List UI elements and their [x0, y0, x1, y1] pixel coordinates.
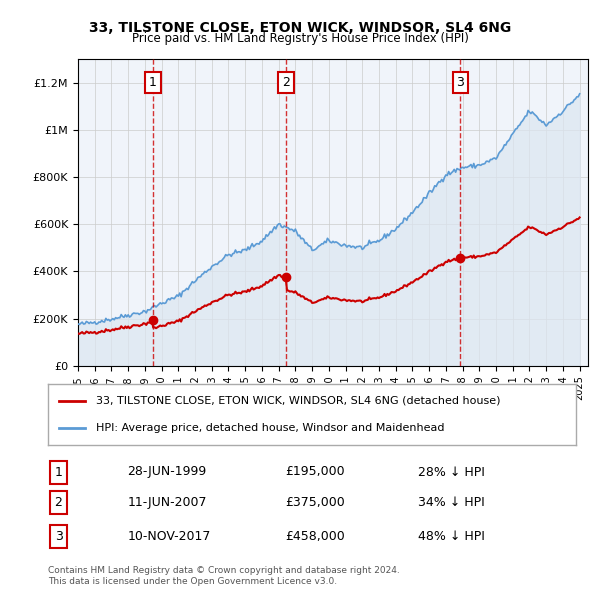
- Text: 34% ↓ HPI: 34% ↓ HPI: [418, 496, 484, 510]
- Text: 3: 3: [55, 529, 62, 543]
- Text: £375,000: £375,000: [286, 496, 346, 510]
- Text: 33, TILSTONE CLOSE, ETON WICK, WINDSOR, SL4 6NG: 33, TILSTONE CLOSE, ETON WICK, WINDSOR, …: [89, 21, 511, 35]
- Text: 10-NOV-2017: 10-NOV-2017: [127, 529, 211, 543]
- Text: 1: 1: [55, 466, 62, 478]
- Text: 2: 2: [282, 76, 290, 89]
- Text: 28-JUN-1999: 28-JUN-1999: [127, 466, 206, 478]
- Text: £458,000: £458,000: [286, 529, 346, 543]
- Text: £195,000: £195,000: [286, 466, 345, 478]
- Text: 2: 2: [55, 496, 62, 510]
- Text: 48% ↓ HPI: 48% ↓ HPI: [418, 529, 484, 543]
- Text: Contains HM Land Registry data © Crown copyright and database right 2024.
This d: Contains HM Land Registry data © Crown c…: [48, 566, 400, 586]
- Text: Price paid vs. HM Land Registry's House Price Index (HPI): Price paid vs. HM Land Registry's House …: [131, 32, 469, 45]
- Text: 28% ↓ HPI: 28% ↓ HPI: [418, 466, 484, 478]
- Text: 3: 3: [457, 76, 464, 89]
- Text: 11-JUN-2007: 11-JUN-2007: [127, 496, 206, 510]
- Text: HPI: Average price, detached house, Windsor and Maidenhead: HPI: Average price, detached house, Wind…: [95, 423, 444, 433]
- Text: 1: 1: [149, 76, 157, 89]
- Text: 33, TILSTONE CLOSE, ETON WICK, WINDSOR, SL4 6NG (detached house): 33, TILSTONE CLOSE, ETON WICK, WINDSOR, …: [95, 396, 500, 406]
